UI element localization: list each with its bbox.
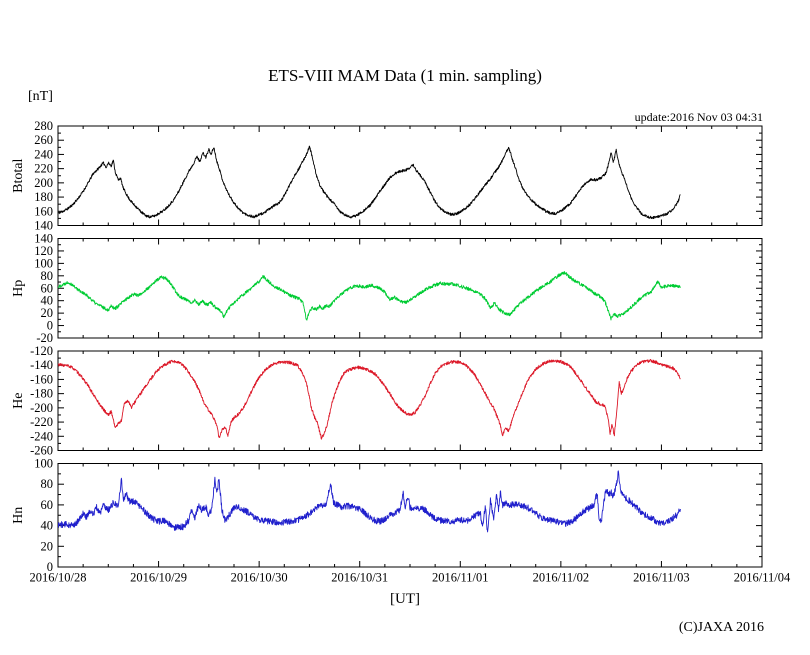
y-tick-label: -140 — [30, 358, 53, 372]
y-tick-label: -20 — [36, 331, 53, 345]
y-unit-label: [nT] — [28, 89, 53, 104]
panel-frame — [57, 238, 763, 339]
series-line-btotal — [58, 145, 681, 220]
series-line-hn — [58, 470, 681, 533]
x-tick-label: 2016/11/01 — [432, 571, 488, 585]
panel-ylabel-btotal: Btotal — [11, 159, 26, 193]
panel-hn: 0 20 40 60 80 100 Hn — [11, 457, 763, 574]
y-tick-label: 240 — [34, 147, 53, 161]
y-tick-label: 60 — [41, 498, 54, 512]
y-tick-label: 40 — [41, 294, 54, 308]
y-tick-label: 260 — [34, 133, 53, 147]
y-tick-label: -260 — [30, 444, 53, 458]
y-tick-label: 0 — [47, 560, 53, 574]
x-tick-label: 2016/11/04 — [734, 571, 791, 585]
y-tick-label: 0 — [47, 319, 53, 333]
x-tick-label: 2016/10/31 — [331, 571, 388, 585]
x-tick-label: 2016/11/03 — [633, 571, 689, 585]
panel-ylabel-hp: Hp — [11, 280, 26, 297]
y-tick-label: 100 — [34, 457, 53, 471]
x-tick-label: 2016/10/30 — [231, 571, 288, 585]
y-tick-label: 220 — [34, 162, 53, 176]
series-line-hp — [58, 271, 681, 321]
y-tick-label: 80 — [41, 477, 54, 491]
y-tick-label: 60 — [41, 281, 54, 295]
update-timestamp: update:2016 Nov 03 04:31 — [634, 110, 763, 124]
y-tick-label: -180 — [30, 387, 53, 401]
y-tick-label: 80 — [41, 269, 54, 283]
y-tick-label: -240 — [30, 429, 53, 443]
y-tick-label: 280 — [34, 119, 53, 133]
panel-frame — [57, 463, 763, 568]
panel-ylabel-he: He — [11, 393, 26, 409]
panel-he: -260-240-220-200-180-160-140-120 He — [11, 344, 763, 458]
y-tick-label: -200 — [30, 401, 53, 415]
y-tick-label: 120 — [34, 244, 53, 258]
x-tick-label: 2016/10/29 — [130, 571, 187, 585]
y-tick-label: 140 — [34, 219, 53, 233]
y-tick-label: -120 — [30, 344, 53, 358]
x-axis-label: [UT] — [390, 591, 420, 607]
series-line-he — [58, 359, 681, 440]
y-tick-label: 20 — [41, 306, 54, 320]
y-tick-label: 100 — [34, 256, 53, 270]
panel-ylabel-hn: Hn — [11, 507, 26, 524]
x-tick-label: 2016/10/28 — [30, 571, 87, 585]
y-tick-label: 40 — [41, 519, 54, 533]
y-tick-label: 20 — [41, 539, 54, 553]
y-tick-label: -160 — [30, 372, 53, 386]
y-tick-label: 200 — [34, 176, 53, 190]
y-tick-label: 180 — [34, 190, 53, 204]
y-tick-label: -220 — [30, 415, 53, 429]
y-tick-label: 140 — [34, 232, 53, 246]
y-tick-label: 160 — [34, 204, 53, 218]
x-tick-label: 2016/11/02 — [533, 571, 589, 585]
chart-title: ETS-VIII MAM Data (1 min. sampling) — [268, 66, 542, 85]
copyright-label: (C)JAXA 2016 — [678, 620, 764, 635]
